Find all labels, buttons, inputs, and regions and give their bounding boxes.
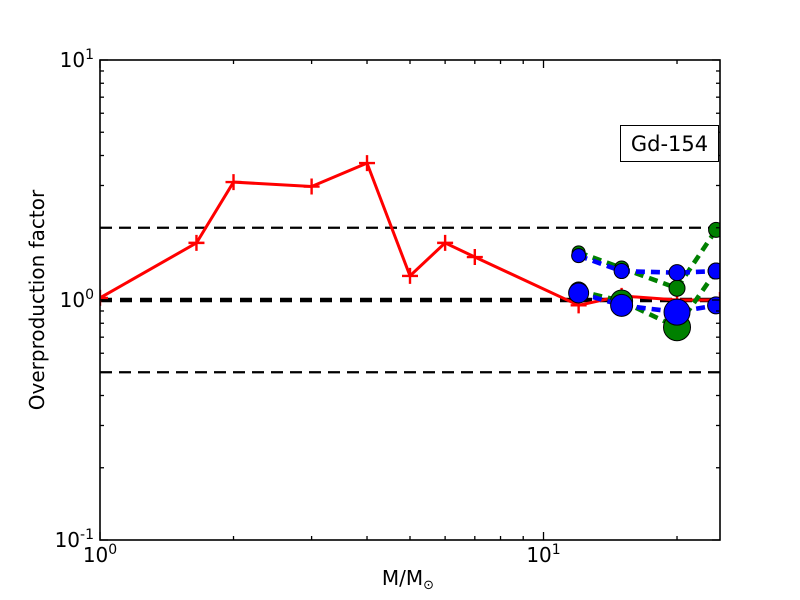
series-red-solid-plus xyxy=(100,155,720,314)
x-axis-label-text: M/M xyxy=(381,566,424,590)
series-blue-dashed-lower xyxy=(568,282,720,326)
data-point-marker xyxy=(708,221,720,238)
tick-label: 100 xyxy=(60,287,94,312)
data-point-marker xyxy=(707,296,720,315)
axis-ticks xyxy=(99,59,720,541)
y-axis-label: Overproduction factor xyxy=(25,189,49,411)
series-line xyxy=(577,228,719,291)
series-line xyxy=(577,290,717,315)
annotation-text: Gd-154 xyxy=(630,131,709,156)
series-line xyxy=(577,253,717,276)
series-line xyxy=(100,161,720,307)
data-point-marker xyxy=(437,234,454,251)
x-axis-label: M/M⊙ xyxy=(308,566,508,593)
data-point-marker xyxy=(303,178,320,195)
tick-label: 101 xyxy=(60,47,94,72)
data-point-marker xyxy=(668,264,686,282)
tick-label: 101 xyxy=(526,542,560,567)
data-point-marker xyxy=(402,267,418,284)
tick-label: 10-1 xyxy=(55,527,94,552)
reference-lines xyxy=(100,226,720,374)
data-point-marker xyxy=(568,282,590,304)
data-point-marker xyxy=(707,262,720,280)
data-point-marker xyxy=(466,249,483,266)
annotation-box: Gd-154 xyxy=(620,125,719,162)
tick-label: 100 xyxy=(83,542,117,567)
data-point-marker xyxy=(188,234,205,251)
data-point-marker xyxy=(100,289,108,306)
series-blue-dashed-upper xyxy=(571,248,720,282)
data-point-marker xyxy=(610,293,634,317)
data-point-marker xyxy=(225,174,242,191)
data-point-marker xyxy=(571,248,587,264)
data-point-marker xyxy=(663,298,691,326)
data-point-marker xyxy=(668,279,686,297)
data-point-marker xyxy=(613,263,630,280)
series-line xyxy=(578,269,718,331)
sun-symbol: ⊙ xyxy=(423,578,435,593)
data-point-marker xyxy=(359,155,376,172)
